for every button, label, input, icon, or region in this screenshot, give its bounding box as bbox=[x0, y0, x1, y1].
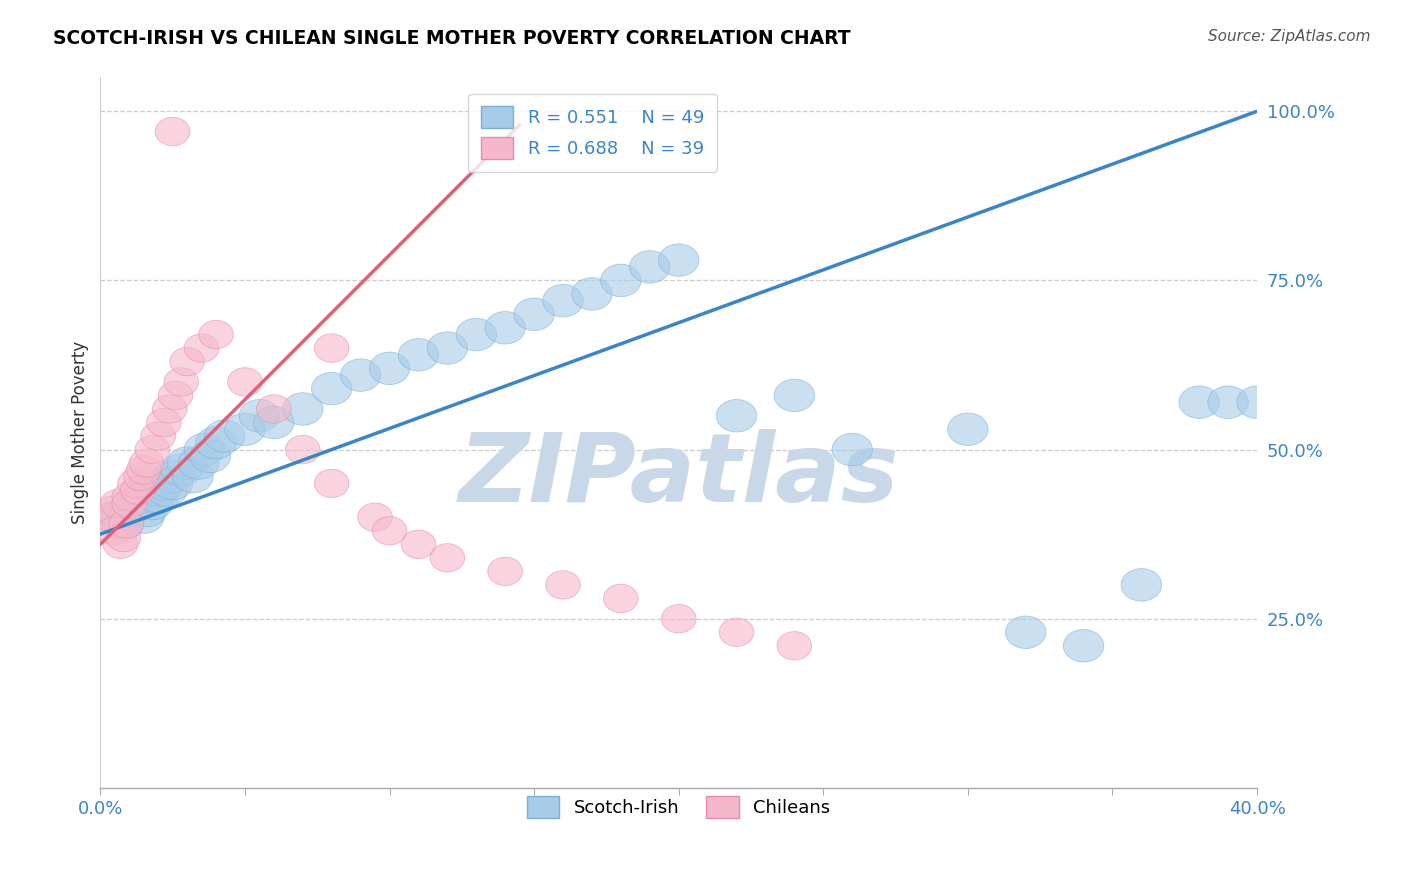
Ellipse shape bbox=[373, 516, 406, 545]
Ellipse shape bbox=[370, 352, 409, 384]
Ellipse shape bbox=[198, 320, 233, 349]
Ellipse shape bbox=[124, 462, 159, 491]
Ellipse shape bbox=[132, 487, 173, 520]
Ellipse shape bbox=[103, 508, 143, 541]
Ellipse shape bbox=[1237, 386, 1277, 418]
Ellipse shape bbox=[100, 490, 135, 518]
Ellipse shape bbox=[195, 426, 236, 459]
Ellipse shape bbox=[775, 379, 814, 412]
Ellipse shape bbox=[184, 334, 219, 362]
Ellipse shape bbox=[121, 476, 155, 504]
Ellipse shape bbox=[312, 373, 352, 405]
Ellipse shape bbox=[110, 510, 143, 538]
Ellipse shape bbox=[543, 285, 583, 317]
Ellipse shape bbox=[661, 605, 696, 633]
Ellipse shape bbox=[630, 251, 671, 283]
Ellipse shape bbox=[239, 400, 280, 432]
Ellipse shape bbox=[1005, 616, 1046, 648]
Ellipse shape bbox=[600, 264, 641, 297]
Ellipse shape bbox=[430, 543, 465, 572]
Ellipse shape bbox=[124, 501, 165, 533]
Ellipse shape bbox=[340, 359, 381, 392]
Ellipse shape bbox=[1121, 568, 1161, 601]
Ellipse shape bbox=[143, 467, 184, 500]
Ellipse shape bbox=[1180, 386, 1219, 418]
Ellipse shape bbox=[1063, 630, 1104, 662]
Ellipse shape bbox=[778, 632, 811, 660]
Ellipse shape bbox=[91, 503, 127, 532]
Ellipse shape bbox=[152, 460, 193, 493]
Ellipse shape bbox=[190, 440, 231, 473]
Ellipse shape bbox=[105, 524, 141, 552]
Ellipse shape bbox=[204, 420, 245, 452]
Ellipse shape bbox=[115, 487, 155, 520]
Ellipse shape bbox=[253, 406, 294, 439]
Ellipse shape bbox=[832, 434, 873, 466]
Ellipse shape bbox=[456, 318, 496, 351]
Ellipse shape bbox=[401, 530, 436, 558]
Ellipse shape bbox=[603, 584, 638, 613]
Ellipse shape bbox=[398, 339, 439, 371]
Ellipse shape bbox=[948, 413, 988, 445]
Ellipse shape bbox=[315, 334, 349, 362]
Text: ZIPatlas: ZIPatlas bbox=[458, 429, 898, 522]
Ellipse shape bbox=[184, 434, 225, 466]
Ellipse shape bbox=[94, 496, 129, 524]
Ellipse shape bbox=[112, 490, 146, 518]
Ellipse shape bbox=[110, 494, 149, 526]
Ellipse shape bbox=[152, 467, 193, 500]
Ellipse shape bbox=[129, 449, 165, 477]
Ellipse shape bbox=[159, 381, 193, 409]
Ellipse shape bbox=[1208, 386, 1249, 418]
Ellipse shape bbox=[546, 571, 581, 599]
Ellipse shape bbox=[173, 460, 214, 493]
Ellipse shape bbox=[720, 618, 754, 647]
Ellipse shape bbox=[94, 501, 135, 533]
Ellipse shape bbox=[155, 118, 190, 145]
Ellipse shape bbox=[285, 435, 321, 464]
Ellipse shape bbox=[127, 494, 167, 526]
Ellipse shape bbox=[112, 483, 146, 511]
Ellipse shape bbox=[103, 530, 138, 558]
Ellipse shape bbox=[167, 447, 207, 479]
Ellipse shape bbox=[658, 244, 699, 277]
Ellipse shape bbox=[138, 481, 179, 513]
Ellipse shape bbox=[118, 469, 152, 498]
Ellipse shape bbox=[97, 516, 132, 545]
Text: Source: ZipAtlas.com: Source: ZipAtlas.com bbox=[1208, 29, 1371, 44]
Ellipse shape bbox=[225, 413, 266, 445]
Ellipse shape bbox=[256, 395, 291, 423]
Ellipse shape bbox=[179, 447, 219, 479]
Ellipse shape bbox=[485, 311, 526, 344]
Ellipse shape bbox=[138, 474, 179, 507]
Ellipse shape bbox=[127, 456, 162, 484]
Ellipse shape bbox=[513, 298, 554, 330]
Ellipse shape bbox=[146, 409, 181, 437]
Y-axis label: Single Mother Poverty: Single Mother Poverty bbox=[72, 341, 89, 524]
Text: SCOTCH-IRISH VS CHILEAN SINGLE MOTHER POVERTY CORRELATION CHART: SCOTCH-IRISH VS CHILEAN SINGLE MOTHER PO… bbox=[53, 29, 851, 47]
Ellipse shape bbox=[165, 368, 198, 396]
Ellipse shape bbox=[146, 474, 187, 507]
Ellipse shape bbox=[228, 368, 263, 396]
Ellipse shape bbox=[141, 422, 176, 450]
Ellipse shape bbox=[315, 469, 349, 498]
Ellipse shape bbox=[152, 395, 187, 423]
Legend: Scotch-Irish, Chileans: Scotch-Irish, Chileans bbox=[520, 789, 838, 825]
Ellipse shape bbox=[427, 332, 468, 364]
Ellipse shape bbox=[162, 454, 201, 486]
Ellipse shape bbox=[170, 347, 204, 376]
Ellipse shape bbox=[488, 558, 523, 585]
Ellipse shape bbox=[357, 503, 392, 532]
Ellipse shape bbox=[124, 481, 165, 513]
Ellipse shape bbox=[716, 400, 756, 432]
Ellipse shape bbox=[283, 392, 323, 425]
Ellipse shape bbox=[135, 435, 170, 464]
Ellipse shape bbox=[572, 277, 612, 310]
